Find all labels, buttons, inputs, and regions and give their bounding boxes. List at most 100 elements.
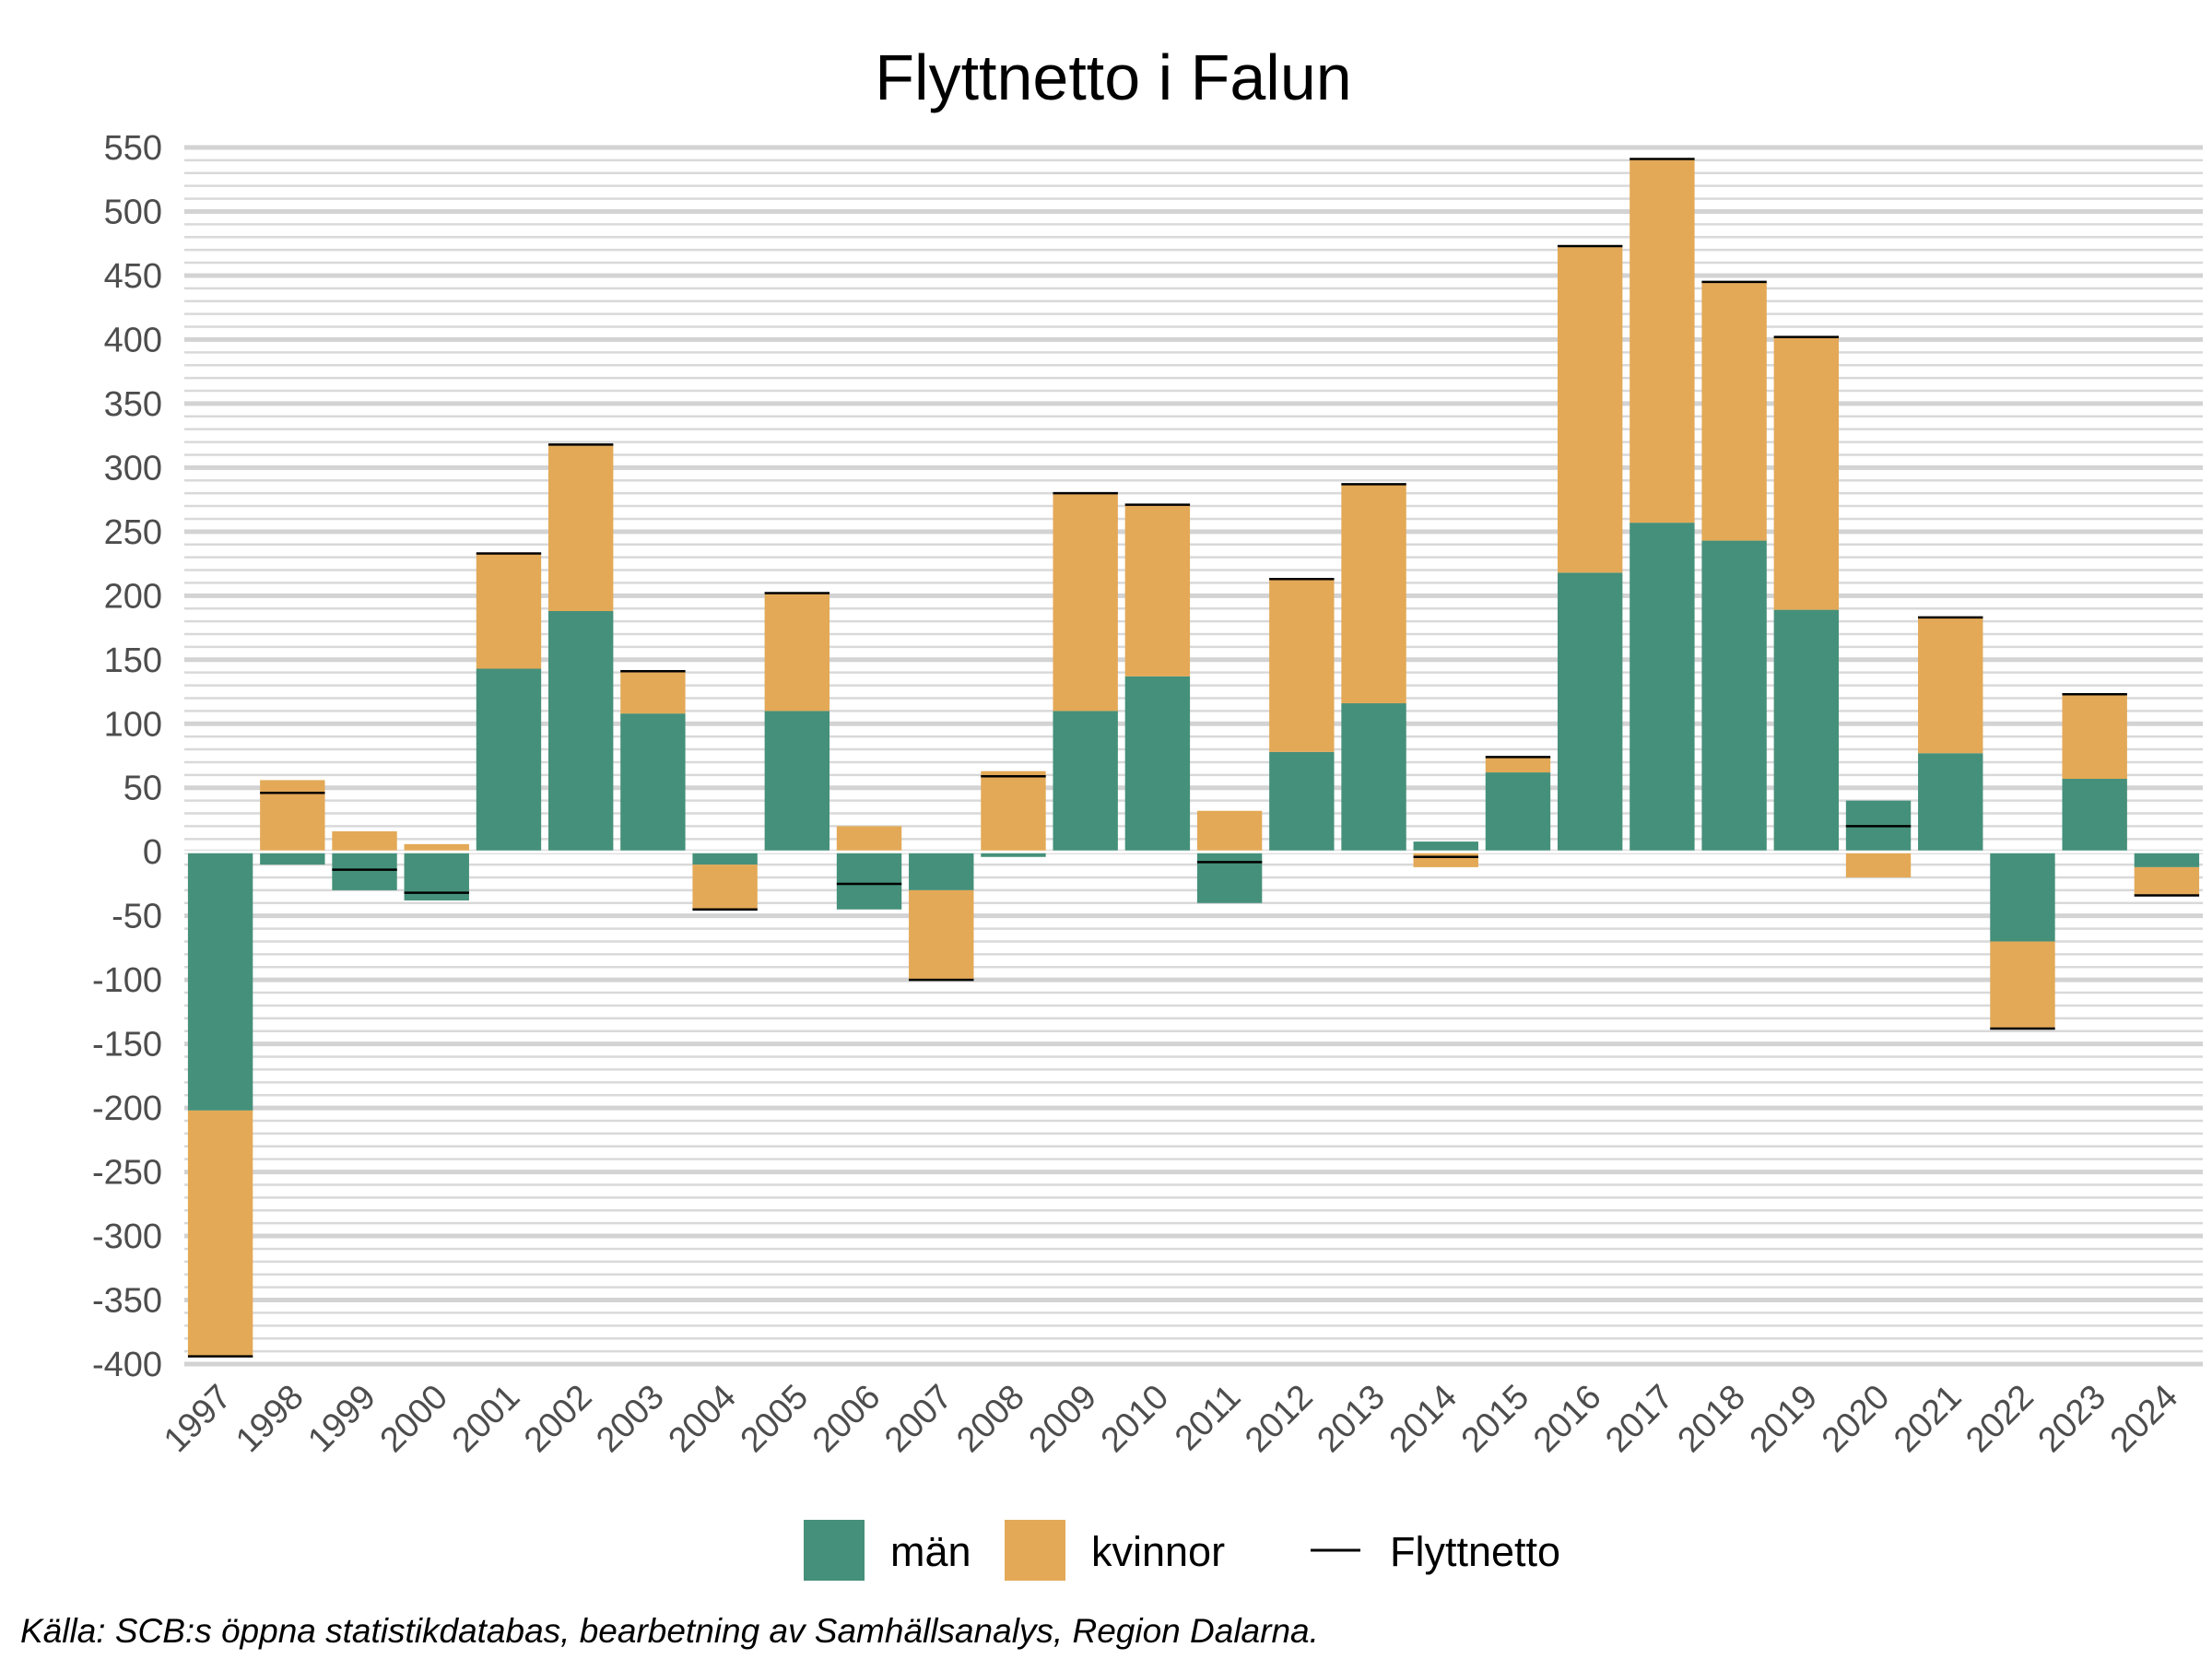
x-tick-label-2008: 2008 (949, 1378, 1031, 1460)
bar-man-2004 (692, 852, 758, 865)
bar-kvinnor-2018 (1701, 281, 1767, 541)
x-tick-label-2011: 2011 (1168, 1378, 1248, 1458)
bar-series (184, 159, 2203, 1357)
y-tick-label: -50 (112, 898, 162, 936)
bar-kvinnor-2019 (1773, 336, 1840, 610)
legend-key-kvinnor (1005, 1520, 1065, 1581)
y-tick-label: 550 (104, 129, 162, 168)
bar-man-1997 (187, 852, 253, 1111)
x-tick-label-2023: 2023 (2031, 1378, 2113, 1460)
bar-kvinnor-2020 (1845, 852, 1912, 877)
y-tick-label: -150 (92, 1026, 162, 1065)
x-tick-label-2022: 2022 (1959, 1378, 2041, 1460)
y-tick-label: 300 (104, 449, 162, 488)
y-tick-label: -250 (92, 1154, 162, 1193)
legend-label-flyttnetto: Flyttnetto (1390, 1528, 1560, 1575)
y-tick-label: -300 (92, 1218, 162, 1256)
y-tick-label: 250 (104, 513, 162, 552)
y-tick-label: 450 (104, 257, 162, 296)
bar-man-2007 (909, 852, 974, 890)
chart-title: Flyttnetto i Falun (875, 41, 1351, 113)
y-tick-label: 500 (104, 193, 162, 231)
bar-man-2015 (1485, 772, 1551, 853)
x-tick-label-2010: 2010 (1094, 1378, 1176, 1460)
bar-kvinnor-2003 (620, 671, 686, 714)
bar-man-2019 (1773, 609, 1840, 853)
bar-man-2016 (1557, 572, 1623, 853)
bar-kvinnor-2022 (1990, 941, 2055, 1029)
bar-kvinnor-2021 (1918, 617, 1983, 754)
bar-kvinnor-2010 (1124, 504, 1191, 677)
x-tick-label-2002: 2002 (517, 1378, 599, 1460)
y-tick-label: 200 (104, 577, 162, 616)
y-tick-label: -100 (92, 961, 162, 1000)
bar-man-2005 (764, 711, 830, 853)
bar-man-2013 (1341, 703, 1406, 853)
bar-kvinnor-2002 (547, 444, 614, 611)
x-tick-label-2007: 2007 (877, 1378, 959, 1460)
bar-kvinnor-2024 (2134, 866, 2200, 896)
bar-kvinnor-2016 (1557, 245, 1623, 573)
bar-kvinnor-2008 (981, 771, 1046, 853)
bar-man-2017 (1630, 523, 1695, 853)
bar-man-2011 (1196, 852, 1263, 903)
x-tick-label-2009: 2009 (1022, 1378, 1104, 1460)
y-tick-label: 0 (143, 833, 162, 872)
y-tick-label: 150 (104, 641, 162, 680)
y-tick-label: -350 (92, 1282, 162, 1321)
bar-kvinnor-2005 (764, 593, 830, 712)
bar-kvinnor-2017 (1630, 159, 1695, 524)
bar-kvinnor-2012 (1269, 579, 1335, 752)
net-markers (187, 158, 2200, 1358)
bar-kvinnor-2000 (404, 843, 469, 853)
x-tick-label-2003: 2003 (589, 1378, 671, 1460)
bar-kvinnor-1999 (332, 830, 397, 853)
x-tick-label-2014: 2014 (1382, 1378, 1465, 1460)
x-tick-label-2021: 2021 (1887, 1378, 1969, 1460)
y-tick-label: 50 (124, 770, 162, 808)
bar-man-2018 (1701, 540, 1767, 853)
y-tick-label: -400 (92, 1346, 162, 1384)
bar-man-2010 (1124, 676, 1191, 853)
bar-kvinnor-2004 (692, 865, 758, 910)
legend-label-kvinnor: kvinnor (1091, 1528, 1225, 1575)
legend-key-man (804, 1520, 865, 1581)
bar-man-2022 (1990, 852, 2055, 942)
bar-man-2012 (1269, 751, 1335, 853)
bar-kvinnor-2015 (1485, 757, 1551, 773)
x-tick-label-2000: 2000 (373, 1378, 455, 1460)
bar-man-2023 (2062, 779, 2127, 853)
x-tick-label-2020: 2020 (1815, 1378, 1897, 1460)
x-tick-label-1997: 1997 (157, 1378, 239, 1460)
legend: män kvinnor Flyttnetto (804, 1520, 1560, 1581)
x-tick-label-2015: 2015 (1454, 1378, 1536, 1460)
bar-kvinnor-2001 (476, 553, 542, 669)
bar-man-2003 (620, 713, 686, 853)
y-tick-label: 350 (104, 385, 162, 424)
x-tick-label-1998: 1998 (229, 1378, 311, 1460)
y-tick-label: -200 (92, 1089, 162, 1128)
bar-man-2024 (2134, 852, 2200, 867)
bar-kvinnor-1997 (187, 1110, 253, 1357)
bar-man-2002 (547, 610, 614, 853)
x-tick-label-2004: 2004 (661, 1378, 743, 1460)
bar-man-2008 (981, 852, 1046, 857)
bar-kvinnor-2023 (2062, 694, 2127, 780)
x-tick-label-2006: 2006 (806, 1378, 888, 1460)
x-tick-label-1999: 1999 (300, 1378, 382, 1460)
bar-man-1998 (260, 852, 325, 865)
x-tick-label-2001: 2001 (445, 1378, 527, 1460)
y-tick-label: 100 (104, 705, 162, 744)
bar-man-2006 (836, 852, 902, 910)
bar-kvinnor-2006 (836, 826, 902, 853)
bar-kvinnor-2009 (1053, 493, 1118, 712)
x-tick-label-2016: 2016 (1526, 1378, 1608, 1460)
bar-kvinnor-1998 (260, 780, 325, 853)
x-tick-label-2005: 2005 (734, 1378, 816, 1460)
source-note: Källa: SCB:s öppna statistikdatabas, bea… (20, 1612, 1319, 1650)
bar-kvinnor-2011 (1196, 810, 1263, 853)
bar-man-2014 (1413, 841, 1478, 853)
bar-man-2021 (1918, 753, 1983, 853)
x-tick-label-2013: 2013 (1310, 1378, 1392, 1460)
